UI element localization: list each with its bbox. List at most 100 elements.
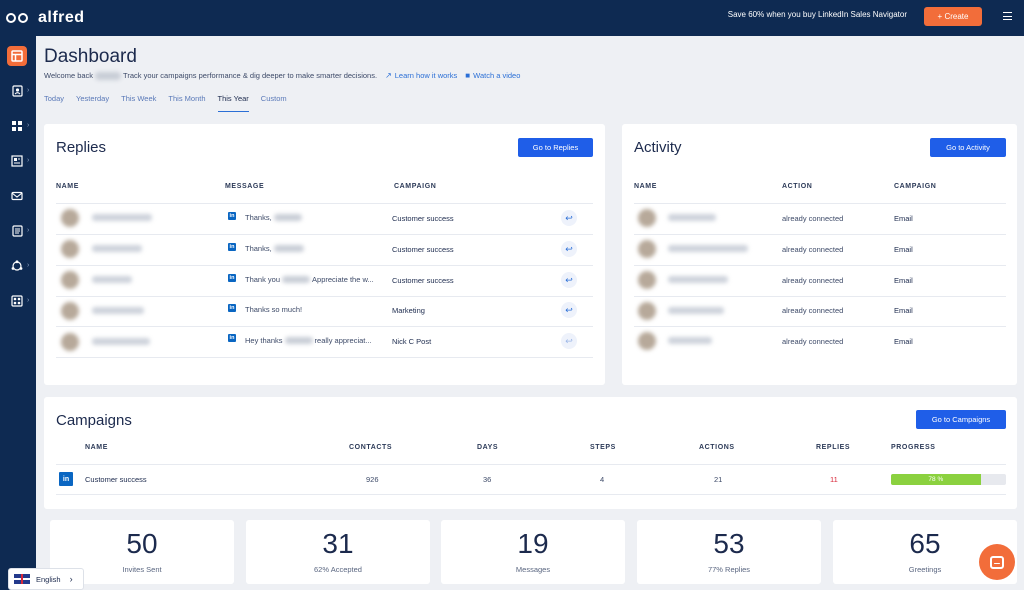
glasses-icon [6,10,32,26]
tab-this-month[interactable]: This Month [168,94,206,103]
logo[interactable]: alfred [6,9,85,27]
external-link-icon: ↗ [385,71,392,80]
campaigns-col-progress: PROGRESS [891,444,936,451]
go-to-activity-button[interactable]: Go to Activity [930,138,1006,157]
sidebar-item-dashboard[interactable] [7,46,27,66]
activity-campaign[interactable]: Email [894,276,913,285]
divider [634,296,1006,297]
tab-custom[interactable]: Custom [260,94,287,103]
hamburger-menu-icon[interactable] [1003,12,1012,20]
reply-arrow-icon[interactable]: ↩ [561,302,577,318]
top-bar: alfred Save 60% when you buy LinkedIn Sa… [0,0,1024,36]
language-selector[interactable]: English › [8,568,84,590]
stat-replies: 53 77% Replies [637,520,821,584]
sidebar-item-contacts[interactable] [7,81,27,101]
campaigns-col-actions: ACTIONS [699,444,735,451]
chevron-right-icon: › [27,297,30,304]
reply-campaign[interactable]: Customer success [392,276,454,285]
sidebar-item-templates[interactable] [7,151,27,171]
divider [634,203,1006,204]
tab-this-week[interactable]: This Week [121,94,157,103]
contact-name-blurred [668,276,728,283]
message-text: Thanks so much! [245,305,303,314]
stat-label: Messages [515,565,551,574]
campaigns-grid-icon [12,121,22,131]
reply-campaign[interactable]: Customer success [392,214,454,223]
go-to-replies-button[interactable]: Go to Replies [518,138,593,157]
campaign-progress-bar: 78 % [891,474,1006,485]
avatar [638,240,656,258]
contact-name-blurred [92,245,142,252]
sidebar-item-campaigns[interactable] [7,116,27,136]
welcome-prefix: Welcome back [44,71,94,80]
uk-flag-icon [14,574,30,584]
chevron-right-icon: › [69,574,73,584]
reply-campaign[interactable]: Marketing [392,306,425,315]
stat-value: 19 [517,528,549,559]
tab-today[interactable]: Today [44,94,65,103]
sidebar-item-integrations[interactable] [7,256,27,276]
activity-action: already connected [782,245,844,254]
replies-col-message: MESSAGE [225,183,265,190]
blurred-text [273,214,302,221]
activity-campaign[interactable]: Email [894,306,913,315]
campaign-actions: 21 [714,475,723,484]
activity-title: Activity [634,139,682,156]
contact-name-blurred [92,307,144,314]
progress-fill: 78 % [891,474,981,485]
contacts-icon [12,85,23,97]
templates-icon [11,155,23,167]
progress-label: 78 % [928,476,944,483]
stat-label: 77% Replies [707,565,751,574]
sidebar-item-apps[interactable] [7,291,27,311]
message-text-cont: really appreciat... [314,336,372,345]
stat-value: 65 [909,528,941,559]
chevron-right-icon: › [27,87,30,94]
contact-name-blurred [668,214,716,221]
reply-arrow-icon[interactable]: ↩ [561,272,577,288]
avatar [638,332,656,350]
campaign-name[interactable]: Customer success [85,475,147,484]
reply-campaign[interactable]: Customer success [392,245,454,254]
table-row[interactable] [56,465,1006,496]
campaigns-title: Campaigns [56,412,132,429]
divider [56,494,1006,495]
linkedin-icon: in [59,472,73,486]
sidebar-item-inbox[interactable] [7,186,27,206]
stat-messages: 19 Messages [441,520,625,584]
reply-campaign[interactable]: Nick C Post [392,337,432,346]
linkedin-icon: in [228,334,236,342]
campaigns-col-days: DAYS [477,444,499,451]
message-text: Hey thanks [245,336,283,345]
language-label: English [36,574,61,584]
stat-value: 50 [126,528,158,559]
learn-how-link[interactable]: ↗ Learn how it works [385,71,457,80]
activity-campaign[interactable]: Email [894,245,913,254]
blurred-text [273,245,304,252]
chat-support-button[interactable] [979,544,1015,580]
promo-link[interactable]: Save 60% when you buy LinkedIn Sales Nav… [727,10,907,19]
campaigns-col-steps: STEPS [590,444,616,451]
reply-arrow-icon[interactable]: ↩ [561,210,577,226]
video-camera-icon: ■ [465,71,471,80]
user-name-blurred [95,71,122,80]
activity-campaign[interactable]: Email [894,214,913,223]
reply-arrow-icon[interactable]: ↩ [561,333,577,349]
divider [56,265,593,266]
reply-arrow-icon[interactable]: ↩ [561,241,577,257]
go-to-campaigns-button[interactable]: Go to Campaigns [916,410,1006,429]
stat-label: Greetings [908,565,942,574]
create-button[interactable]: + Create [924,7,982,26]
divider [634,234,1006,235]
tab-this-year[interactable]: This Year [217,94,249,112]
replies-col-name: NAME [56,183,80,190]
watch-video-link[interactable]: ■ Watch a video [465,71,520,80]
chevron-right-icon: › [27,157,30,164]
sidebar-item-reports[interactable] [7,221,27,241]
linkedin-icon: in [228,274,236,282]
campaigns-card [44,397,1017,509]
tab-yesterday[interactable]: Yesterday [76,94,110,103]
welcome-text: Track your campaigns performance & dig d… [123,71,378,80]
activity-action: already connected [782,337,844,346]
activity-campaign[interactable]: Email [894,337,913,346]
